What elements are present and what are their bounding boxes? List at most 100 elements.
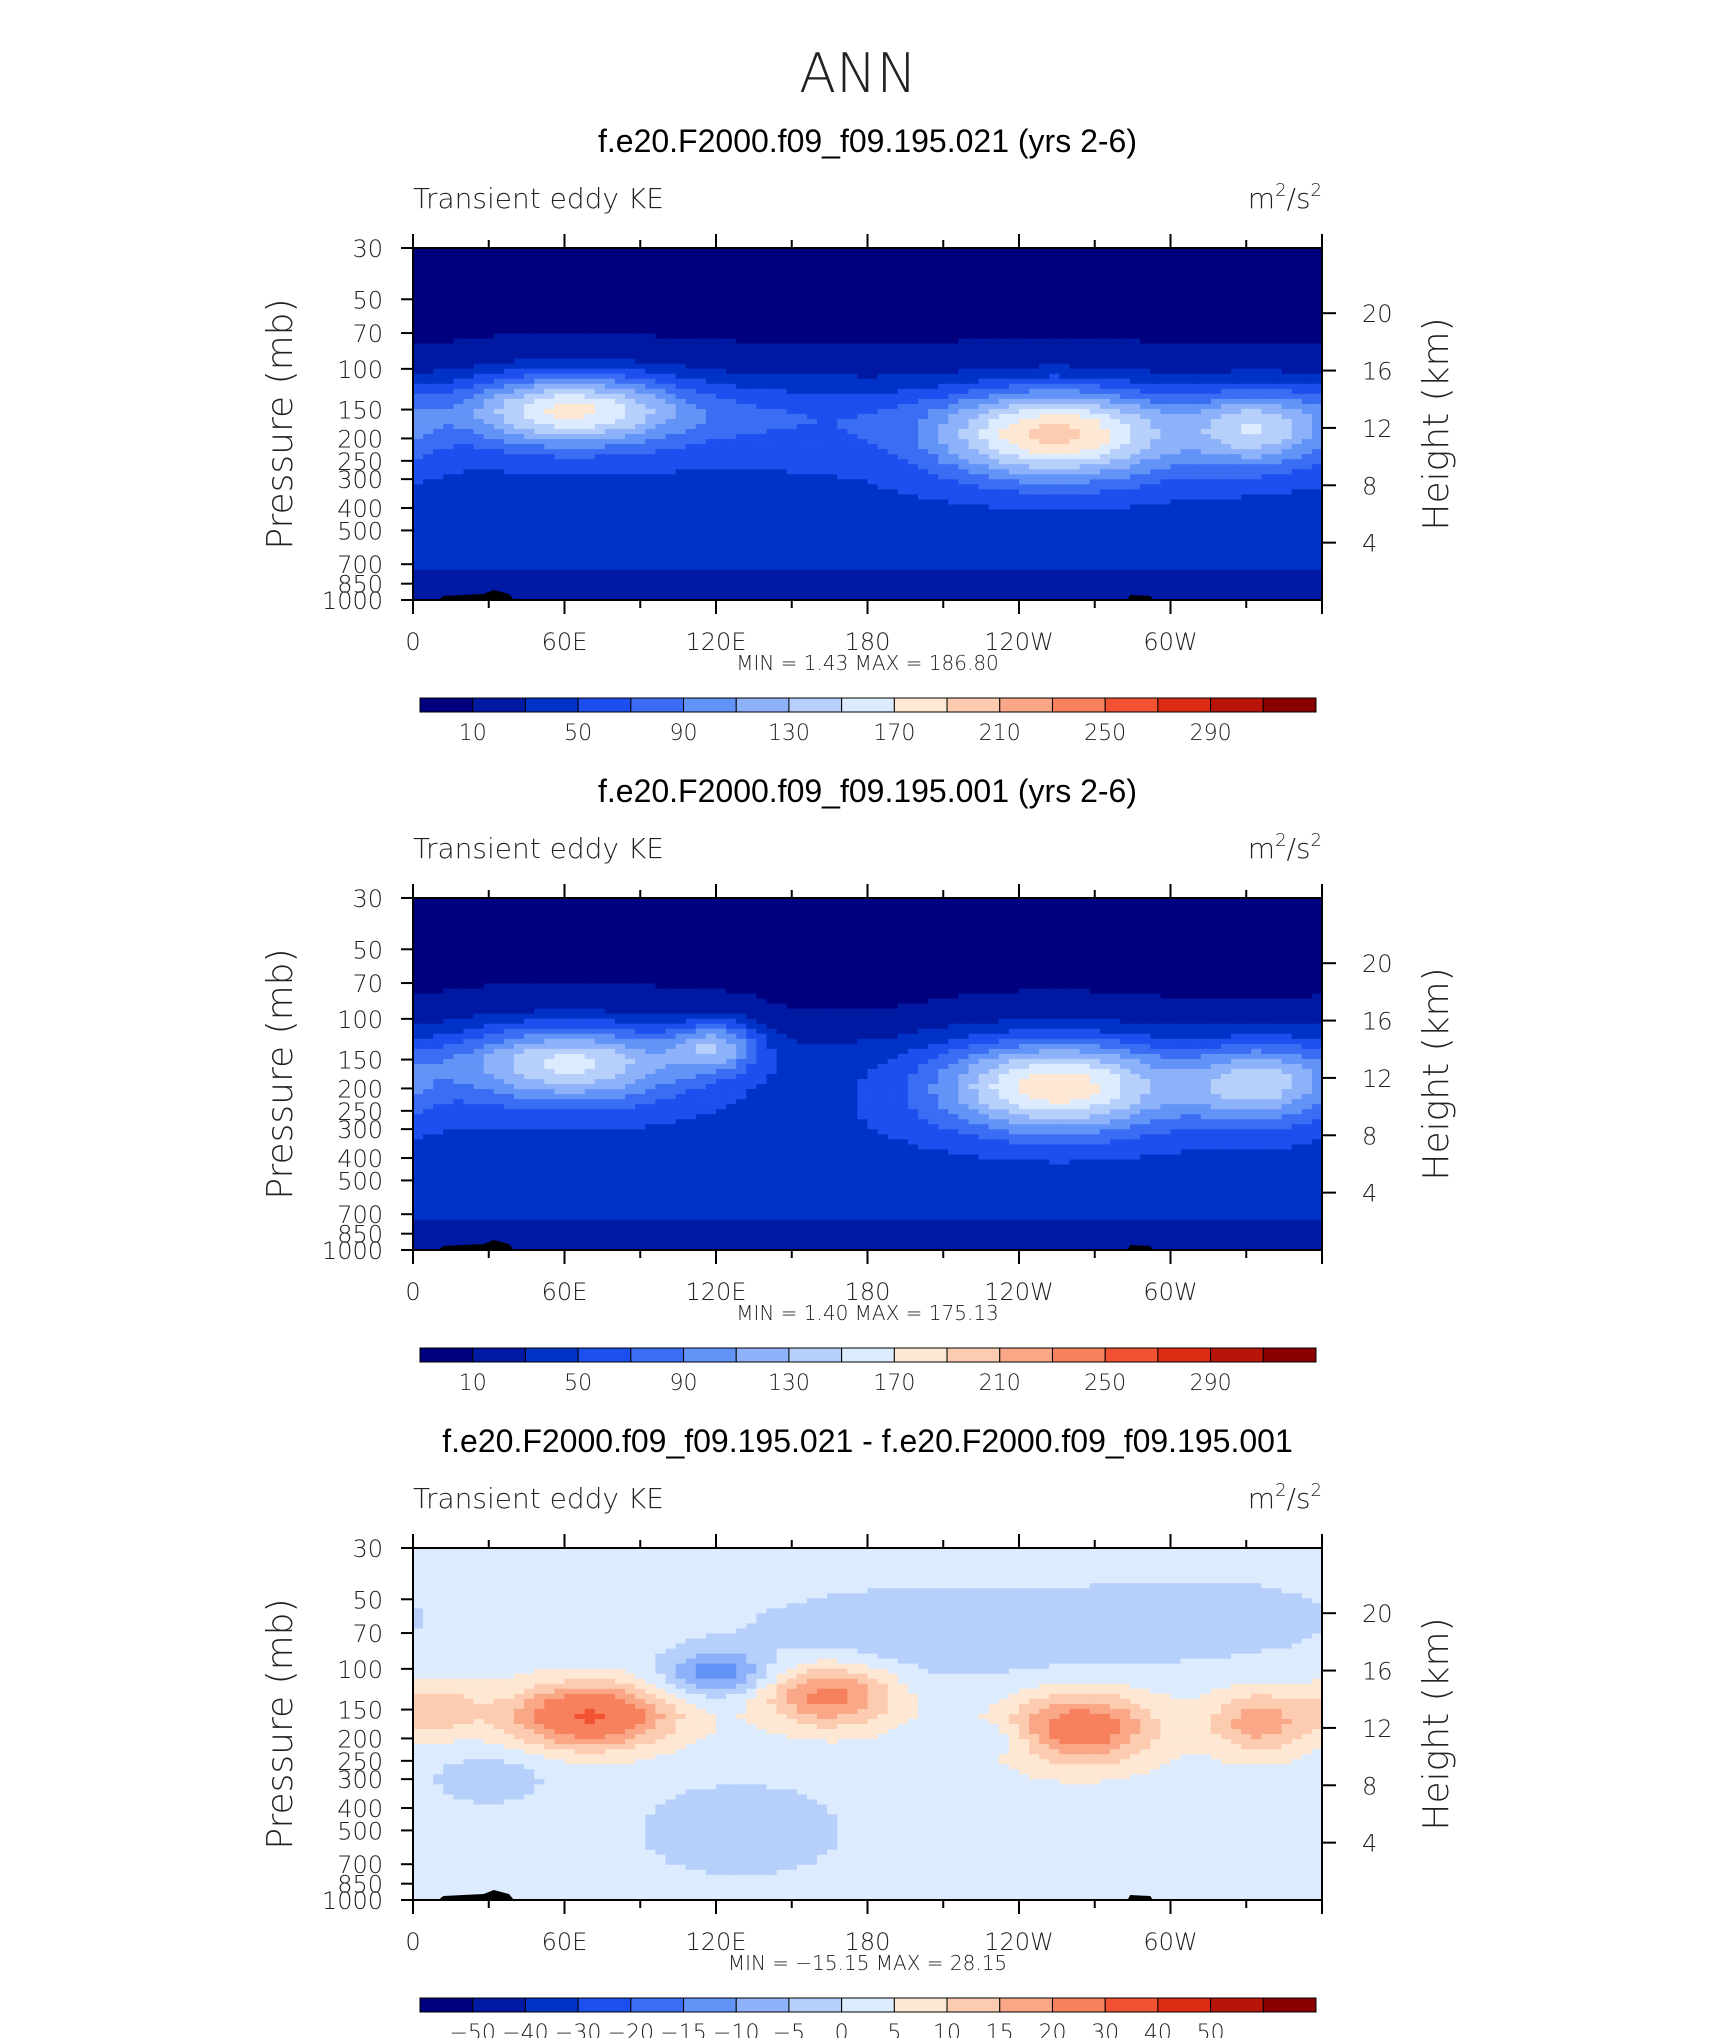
field-cell: [574, 373, 586, 380]
field-cell: [503, 403, 515, 410]
field-cell: [857, 323, 869, 330]
field-cell: [978, 408, 990, 415]
field-cell: [907, 353, 919, 360]
field-cell: [423, 398, 434, 405]
field-cell: [918, 444, 929, 450]
field-cell: [1311, 268, 1323, 274]
field-cell: [877, 298, 889, 304]
field-cell: [1180, 434, 1192, 440]
field-cell: [413, 248, 424, 254]
field-cell: [564, 393, 576, 400]
field-cell: [726, 283, 737, 289]
field-cell: [1150, 514, 1161, 521]
field-cell: [1069, 298, 1081, 304]
field-cell: [988, 418, 1000, 425]
field-cell: [1049, 388, 1060, 395]
field-cell: [645, 373, 656, 380]
field-cell: [1301, 388, 1313, 395]
field-cell: [847, 303, 858, 309]
field-cell: [564, 283, 576, 289]
field-cell: [988, 368, 1000, 375]
field-cell: [493, 318, 505, 325]
field-cell: [493, 403, 505, 410]
field-cell: [958, 363, 970, 370]
field-cell: [1291, 434, 1303, 440]
field-cell: [857, 318, 869, 325]
field-cell: [1008, 469, 1020, 475]
field-cell: [887, 283, 899, 289]
field-cell: [1150, 383, 1161, 390]
field-cell: [594, 484, 606, 490]
field-cell: [554, 328, 566, 335]
field-cell: [1301, 378, 1313, 385]
field-cell: [413, 454, 424, 460]
field-cell: [1019, 489, 1030, 495]
field-cell: [1200, 519, 1212, 526]
field-cell: [806, 368, 818, 375]
field-cell: [463, 283, 475, 289]
field-cell: [1301, 293, 1313, 299]
field-cell: [867, 263, 879, 269]
field-cell: [1210, 429, 1222, 435]
field-cell: [837, 524, 848, 531]
field-cell: [1069, 263, 1081, 269]
field-cell: [554, 273, 566, 279]
field-cell: [948, 333, 959, 340]
field-cell: [645, 398, 656, 405]
field-cell: [1210, 499, 1222, 506]
field-cell: [1008, 333, 1020, 340]
field-cell: [1251, 378, 1262, 385]
field-cell: [1281, 479, 1293, 485]
field-cell: [1109, 459, 1121, 465]
field-cell: [534, 303, 545, 309]
field-cell: [938, 459, 949, 465]
field-cell: [1170, 373, 1182, 380]
field-cell: [1301, 368, 1313, 375]
field-cell: [1221, 434, 1232, 440]
field-cell: [867, 429, 879, 435]
field-cell: [625, 459, 636, 465]
field-cell: [503, 509, 515, 516]
field-cell: [877, 333, 889, 340]
field-cell: [1281, 434, 1293, 440]
field-cell: [453, 479, 465, 485]
field-cell: [1019, 323, 1030, 330]
field-cell: [827, 444, 838, 450]
field-cell: [1069, 328, 1081, 335]
field-cell: [544, 514, 555, 521]
field-cell: [1130, 499, 1141, 506]
field-cell: [988, 494, 1000, 501]
field-cell: [564, 403, 576, 410]
field-cell: [887, 439, 899, 445]
field-cell: [645, 444, 656, 450]
field-cell: [736, 459, 747, 465]
field-cell: [534, 358, 545, 365]
field-cell: [705, 358, 717, 365]
field-cell: [766, 393, 778, 400]
field-cell: [483, 313, 495, 319]
field-cell: [766, 489, 778, 495]
field-cell: [857, 403, 869, 410]
field-cell: [705, 283, 717, 289]
field-cell: [746, 459, 757, 465]
field-cell: [655, 253, 667, 259]
field-cell: [473, 298, 485, 304]
field-cell: [1281, 338, 1293, 345]
field-cell: [1079, 343, 1091, 350]
field-cell: [1221, 378, 1232, 385]
field-cell: [655, 388, 667, 395]
field-cell: [736, 509, 747, 516]
field-cell: [958, 318, 970, 325]
field-cell: [1180, 263, 1192, 269]
field-cell: [1160, 484, 1172, 490]
field-cell: [635, 408, 646, 415]
field-cell: [1200, 298, 1212, 304]
field-cell: [615, 424, 626, 430]
field-cell: [655, 248, 667, 254]
field-cell: [1150, 484, 1161, 490]
field-cell: [827, 278, 838, 284]
field-cell: [423, 353, 434, 360]
field-cell: [675, 424, 687, 430]
field-cell: [796, 484, 808, 490]
field-cell: [958, 459, 970, 465]
